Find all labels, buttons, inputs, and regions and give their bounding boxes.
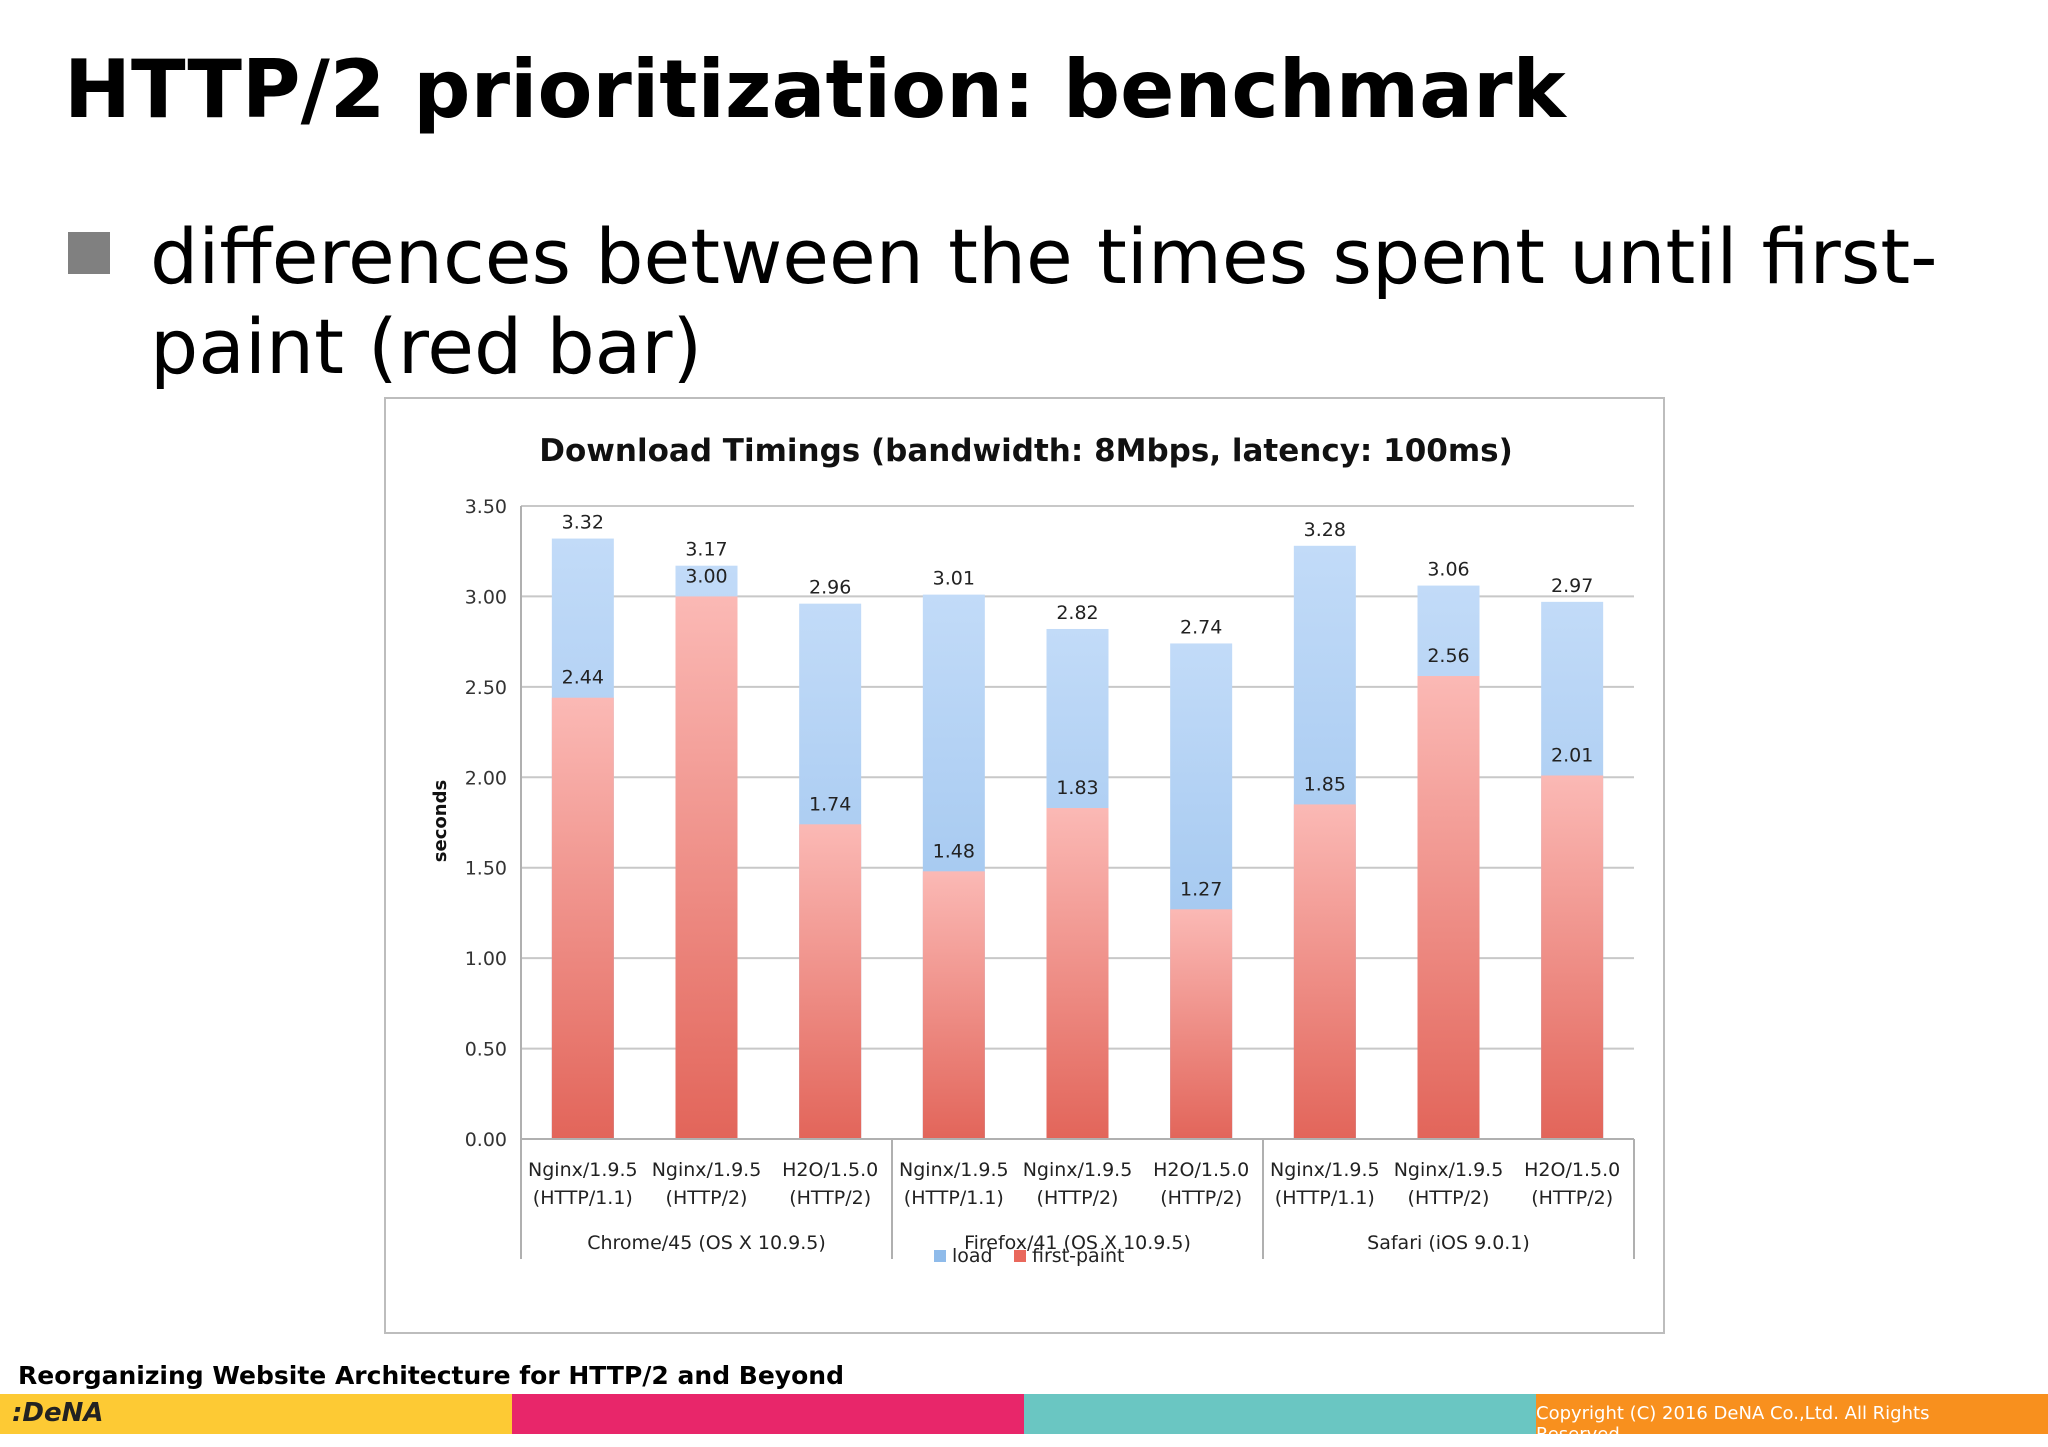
- data-label-load: 2.82: [1056, 602, 1098, 624]
- x-group-label: Safari (iOS 9.0.1): [1367, 1232, 1530, 1254]
- slide-title: HTTP/2 prioritization: benchmark: [64, 43, 1566, 136]
- y-tick-label: 1.50: [465, 858, 507, 880]
- legend-swatch-first-paint: [1014, 1250, 1026, 1262]
- data-label-load: 3.06: [1427, 559, 1469, 581]
- footer-segment-pink: [512, 1394, 1024, 1434]
- footer-segment-orange: Copyright (C) 2016 DeNA Co.,Ltd. All Rig…: [1536, 1394, 2048, 1445]
- legend-label-first-paint: first-paint: [1032, 1245, 1124, 1267]
- data-label-first-paint: 1.85: [1304, 773, 1346, 795]
- data-label-load: 2.74: [1180, 616, 1222, 638]
- x-category-label-line2: (HTTP/2): [1160, 1187, 1242, 1209]
- data-label-first-paint: 1.83: [1056, 777, 1098, 799]
- y-tick-label: 2.50: [465, 677, 507, 699]
- footer-segment-teal: [1024, 1394, 1536, 1434]
- footer-color-bar: :DeNA Copyright (C) 2016 DeNA Co.,Ltd. A…: [0, 1394, 2048, 1445]
- y-tick-label: 3.50: [465, 496, 507, 518]
- y-tick-label: 3.00: [465, 586, 507, 608]
- data-label-first-paint: 2.56: [1427, 645, 1469, 667]
- data-label-load: 2.97: [1551, 575, 1593, 597]
- x-category-label-line2: (HTTP/2): [1531, 1187, 1613, 1209]
- chart-frame: Download Timings (bandwidth: 8Mbps, late…: [384, 397, 1665, 1334]
- copyright-text: Copyright (C) 2016 DeNA Co.,Ltd. All Rig…: [1536, 1403, 1930, 1445]
- data-label-load: 3.28: [1304, 519, 1346, 541]
- x-category-label-line2: (HTTP/1.1): [1275, 1187, 1375, 1209]
- bar-first-paint: [1293, 804, 1356, 1139]
- y-axis-label: seconds: [430, 780, 451, 862]
- x-group-label: Chrome/45 (OS X 10.9.5): [587, 1232, 826, 1254]
- x-category-label-line1: Nginx/1.9.5: [652, 1159, 762, 1181]
- footer-talk-title: Reorganizing Website Architecture for HT…: [18, 1361, 844, 1390]
- bar-first-paint: [551, 697, 614, 1139]
- data-label-first-paint: 3.00: [685, 565, 727, 587]
- bar-first-paint: [1417, 676, 1480, 1139]
- legend-label-load: load: [952, 1245, 993, 1267]
- x-category-label-line2: (HTTP/2): [666, 1187, 748, 1209]
- data-label-load: 3.17: [685, 539, 727, 561]
- y-tick-label: 0.50: [465, 1039, 507, 1061]
- data-label-first-paint: 1.48: [933, 840, 975, 862]
- bar-first-paint: [675, 596, 738, 1139]
- x-category-label-line1: H2O/1.5.0: [782, 1159, 878, 1181]
- bar-first-paint: [799, 824, 862, 1139]
- data-label-first-paint: 2.44: [562, 667, 604, 689]
- x-category-label-line1: Nginx/1.9.5: [1270, 1159, 1380, 1181]
- bar-first-paint: [1541, 775, 1604, 1139]
- footer-segment-yellow: :DeNA: [0, 1394, 512, 1434]
- x-category-label-line2: (HTTP/2): [1037, 1187, 1119, 1209]
- x-category-label-line1: Nginx/1.9.5: [528, 1159, 638, 1181]
- bullet-square-icon: [68, 232, 110, 274]
- x-group-label: Firefox/41 (OS X 10.9.5): [964, 1232, 1191, 1254]
- bullet-text: differences between the times spent unti…: [150, 212, 1938, 391]
- x-category-label-line1: H2O/1.5.0: [1524, 1159, 1620, 1181]
- download-timings-chart: Download Timings (bandwidth: 8Mbps, late…: [430, 433, 1635, 1267]
- data-label-load: 3.01: [933, 568, 975, 590]
- dena-logo: :DeNA: [12, 1398, 104, 1428]
- x-category-label-line2: (HTTP/1.1): [904, 1187, 1004, 1209]
- x-category-label-line2: (HTTP/2): [789, 1187, 871, 1209]
- bar-first-paint: [1170, 909, 1233, 1139]
- data-label-first-paint: 1.74: [809, 793, 851, 815]
- x-category-label-line1: Nginx/1.9.5: [899, 1159, 1009, 1181]
- x-category-label-line2: (HTTP/1.1): [533, 1187, 633, 1209]
- bar-first-paint: [922, 871, 985, 1139]
- y-tick-label: 2.00: [465, 767, 507, 789]
- data-label-load: 2.96: [809, 577, 851, 599]
- data-label-first-paint: 1.27: [1180, 878, 1222, 900]
- x-category-label-line1: Nginx/1.9.5: [1023, 1159, 1133, 1181]
- y-tick-label: 0.00: [465, 1129, 507, 1151]
- y-tick-label: 1.00: [465, 948, 507, 970]
- chart-title: Download Timings (bandwidth: 8Mbps, late…: [539, 433, 1513, 469]
- data-label-load: 3.32: [562, 512, 604, 534]
- bar-first-paint: [1046, 808, 1109, 1139]
- legend-swatch-load: [934, 1250, 946, 1262]
- x-category-label-line1: H2O/1.5.0: [1153, 1159, 1249, 1181]
- x-category-label-line1: Nginx/1.9.5: [1394, 1159, 1504, 1181]
- data-label-first-paint: 2.01: [1551, 744, 1593, 766]
- x-category-label-line2: (HTTP/2): [1408, 1187, 1490, 1209]
